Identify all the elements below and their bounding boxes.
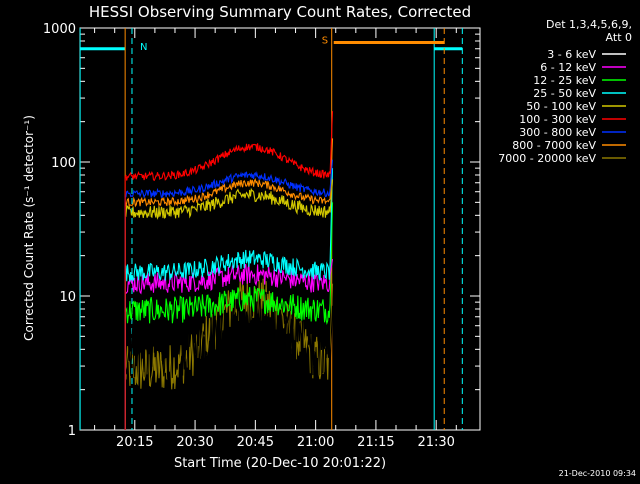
chart-title: HESSI Observing Summary Count Rates, Cor… bbox=[89, 3, 471, 21]
x-tick-label: 21:30 bbox=[417, 435, 454, 450]
series-line bbox=[124, 290, 334, 380]
legend-entry-label: 3 - 6 keV bbox=[547, 48, 596, 61]
y-tick-label: 1 bbox=[68, 424, 76, 439]
legend-entry-label: 12 - 25 keV bbox=[533, 74, 596, 87]
series-line bbox=[124, 179, 334, 220]
series-line bbox=[124, 111, 334, 182]
x-tick-label: 21:15 bbox=[357, 435, 394, 450]
y-tick-label: 100 bbox=[51, 156, 76, 171]
legend-entry-label: 800 - 7000 keV bbox=[512, 139, 596, 152]
flag-label: N bbox=[140, 42, 147, 53]
series-line bbox=[124, 138, 334, 208]
y-axis-label: Corrected Count Rate (s⁻¹ detector⁻¹) bbox=[22, 115, 36, 341]
series-line bbox=[124, 278, 334, 390]
footer-timestamp: 21-Dec-2010 09:34 bbox=[559, 469, 636, 478]
x-tick-label: 21:00 bbox=[297, 435, 334, 450]
y-tick-label: 1000 bbox=[43, 22, 76, 37]
x-tick-label: 20:15 bbox=[116, 435, 153, 450]
series-line bbox=[124, 259, 334, 295]
legend-entry-label: 25 - 50 keV bbox=[533, 87, 596, 100]
series-line bbox=[124, 202, 334, 325]
series-line bbox=[124, 168, 334, 283]
x-tick-label: 20:45 bbox=[237, 435, 274, 450]
series-line bbox=[124, 159, 334, 199]
legend-entry-label: 300 - 800 keV bbox=[519, 126, 596, 139]
legend-entry-label: 50 - 100 keV bbox=[526, 100, 596, 113]
legend-entry-label: 6 - 12 keV bbox=[540, 61, 596, 74]
y-tick-label: 10 bbox=[59, 290, 76, 305]
legend-entry-label: 7000 - 20000 keV bbox=[498, 152, 596, 165]
legend-header: Det 1,3,4,5,6,9, bbox=[546, 18, 632, 31]
legend-entry-label: 100 - 300 keV bbox=[519, 113, 596, 126]
plot-area: 1 10 100 1000 20:15 20:30 20:45 21:00 21:15 21:30… bbox=[43, 22, 481, 450]
x-tick-label: 20:30 bbox=[176, 435, 213, 450]
x-axis-label: Start Time (20-Dec-10 20:01:22) bbox=[174, 456, 386, 471]
legend-header: Att 0 bbox=[606, 31, 632, 44]
flag-label: S bbox=[322, 35, 328, 46]
